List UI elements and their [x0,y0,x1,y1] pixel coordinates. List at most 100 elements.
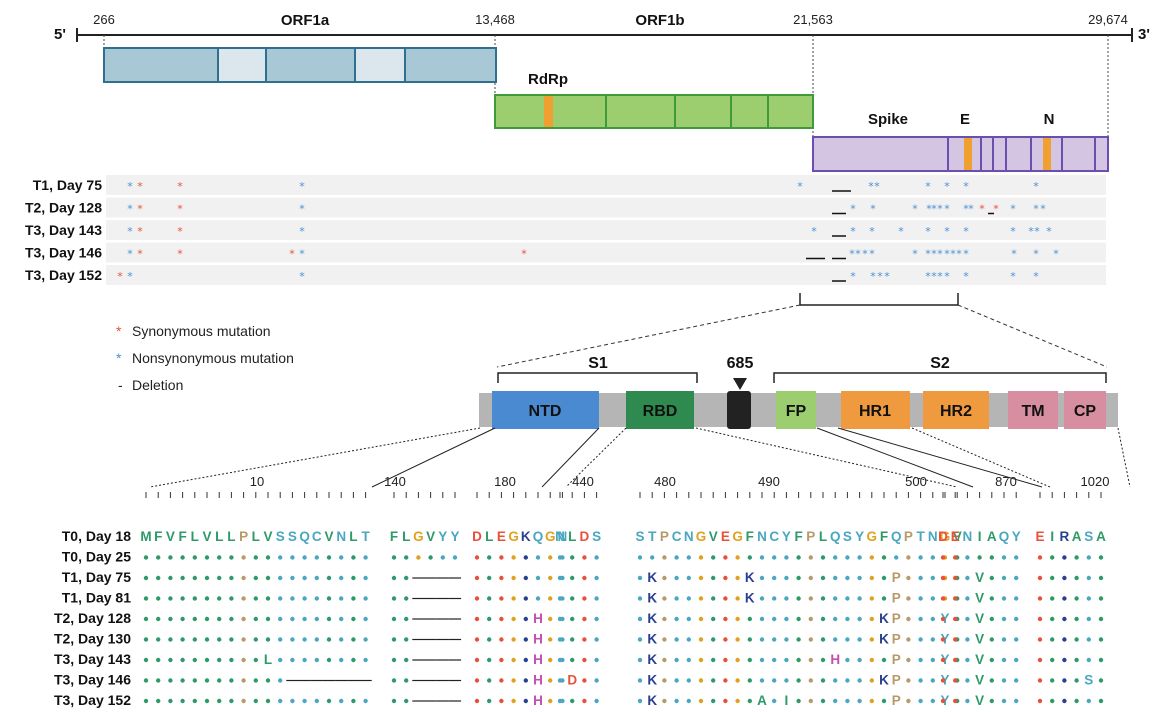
substitution: P [892,611,901,626]
nonsynonymous-mark: * [1033,180,1039,193]
identical-dot [253,555,258,560]
identical-dot [1050,657,1055,663]
identical-dot [474,596,480,601]
identical-dot [192,698,197,704]
five-prime-label: 5' [54,26,66,43]
identical-dot [869,616,874,622]
identical-dot [820,555,826,560]
identical-dot [474,637,480,642]
alignment-row-label: T3, Day 152 [54,692,131,708]
identical-dot [857,555,862,560]
identical-dot [474,616,480,622]
identical-dot [253,637,258,642]
nonsynonymous-mark: * [1011,248,1017,261]
substitution: K [745,570,755,585]
identical-dot [499,596,504,601]
identical-dot [265,637,271,642]
nonsynonymous-mark: * [874,180,880,193]
nonsynonymous-mark: * [1034,225,1040,238]
identical-dot [869,555,874,560]
residue: L [215,529,223,544]
nonsynonymous-mark: * [1010,203,1016,216]
ruler-label: 490 [758,474,780,489]
identical-dot [314,657,319,663]
identical-dot [487,575,492,581]
identical-dot [391,678,397,683]
identical-dot [637,555,643,560]
identical-dot [820,596,826,601]
identical-dot [796,616,801,622]
identical-dot [857,657,862,663]
identical-dot [881,698,887,704]
identical-dot [674,575,679,581]
identical-dot [637,678,643,683]
identical-dot [487,596,492,601]
identical-dot [535,596,541,601]
alignment-row-label: T0, Day 25 [62,549,131,565]
identical-dot [1062,637,1067,642]
synonymous-mark: * [137,248,143,261]
identical-dot [391,596,397,601]
identical-dot [1086,698,1092,704]
spike-label: Spike [868,111,908,128]
identical-dot [499,657,504,663]
identical-dot [637,698,643,704]
identical-dot [796,657,801,663]
identical-dot [918,637,923,642]
identical-dot [511,637,516,642]
identical-dot [391,698,397,704]
substitution: P [892,632,901,647]
residue: G [732,529,743,544]
identical-dot [674,555,679,560]
residue: G [867,529,878,544]
identical-dot [1086,575,1092,581]
identical-dot [548,698,553,704]
identical-dot [1098,678,1104,683]
identical-dot [1086,596,1092,601]
identical-dot [594,657,599,663]
identical-dot [156,616,161,622]
identical-dot [1037,698,1043,704]
identical-dot [156,698,161,704]
identical-dot [253,596,258,601]
identical-dot [452,555,458,560]
identical-dot [711,575,716,581]
identical-dot [1074,575,1079,581]
synonymous-mark: * [289,248,295,261]
residue: K [521,529,531,544]
identical-dot [314,555,319,560]
residue: Y [438,529,447,544]
identical-dot [965,657,970,663]
identical-dot [523,596,528,601]
identical-dot [808,657,813,663]
identical-dot [204,657,210,663]
identical-dot [845,698,850,704]
residue: G [413,529,424,544]
identical-dot [1050,678,1055,683]
nonsynonymous-mark: * [963,180,969,193]
identical-dot [511,678,516,683]
ruler-label: 180 [494,474,516,489]
residue: V [426,529,435,544]
identical-dot [229,637,234,642]
identical-dot [869,637,874,642]
identical-dot [265,575,271,581]
nonsynonymous-mark: * [877,270,883,283]
hr2-label: HR2 [940,403,972,420]
identical-dot [953,698,958,704]
nonsynonymous-mark: * [127,203,133,216]
identical-dot [698,657,704,663]
identical-dot [674,657,679,663]
identical-dot [511,616,516,622]
identical-dot [662,555,667,560]
identical-dot [1098,698,1104,704]
nonsynonymous-mark: * [931,270,937,283]
substitution: K [647,570,657,585]
identical-dot [326,555,332,560]
identical-dot [906,657,911,663]
substitution: V [975,652,984,667]
identical-dot [735,596,740,601]
identical-dot [523,657,528,663]
identical-dot [833,596,838,601]
identical-dot [906,555,911,560]
